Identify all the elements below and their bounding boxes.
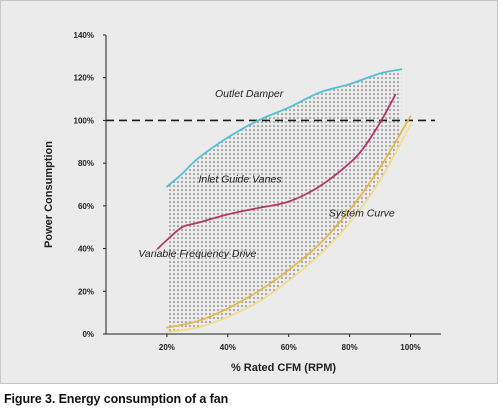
fan-energy-chart: 0% 20% 40% 60% 80% 100% 120% 140% 20% 40% 60% 80% 10… — [43, 31, 441, 374]
series-line-outlet-damper — [166, 68, 403, 188]
y-tick-label: 20% — [78, 287, 94, 296]
y-tick-label: 100% — [74, 116, 94, 125]
series-line-inlet-guide-vanes — [156, 93, 397, 250]
label-outlet-damper: Outlet Damper — [215, 88, 284, 100]
x-axis-title: % Rated CFM (RPM) — [231, 362, 336, 374]
y-tick-label: 80% — [78, 159, 94, 168]
y-tick-label: 40% — [78, 245, 94, 254]
series-line-variable-frequency-drive — [166, 123, 412, 333]
x-tick-label: 60% — [281, 343, 297, 352]
y-axis-title: Power Consumption — [43, 141, 55, 248]
series-line-system-curve — [166, 115, 412, 329]
x-tick-label: 100% — [400, 343, 420, 352]
y-tick-label: 120% — [74, 74, 94, 83]
y-tick-label: 0% — [82, 330, 94, 339]
label-system-curve: System Curve — [329, 208, 395, 220]
figure-caption: Figure 3. Energy consumption of a fan — [4, 392, 229, 406]
y-tick-label: 60% — [78, 202, 94, 211]
label-variable-frequency-drive: Variable Frequency Drive — [138, 248, 256, 260]
label-inlet-guide-vanes: Inlet Guide Vanes — [198, 173, 282, 185]
y-tick-label: 140% — [74, 31, 94, 40]
chart-panel: 0% 20% 40% 60% 80% 100% 120% 140% 20% 40% 60% 80% 10… — [0, 0, 498, 384]
x-tick-label: 20% — [159, 343, 175, 352]
x-tick-label: 40% — [220, 343, 236, 352]
x-tick-label: 80% — [342, 343, 358, 352]
shaded-savings-region — [166, 69, 402, 332]
